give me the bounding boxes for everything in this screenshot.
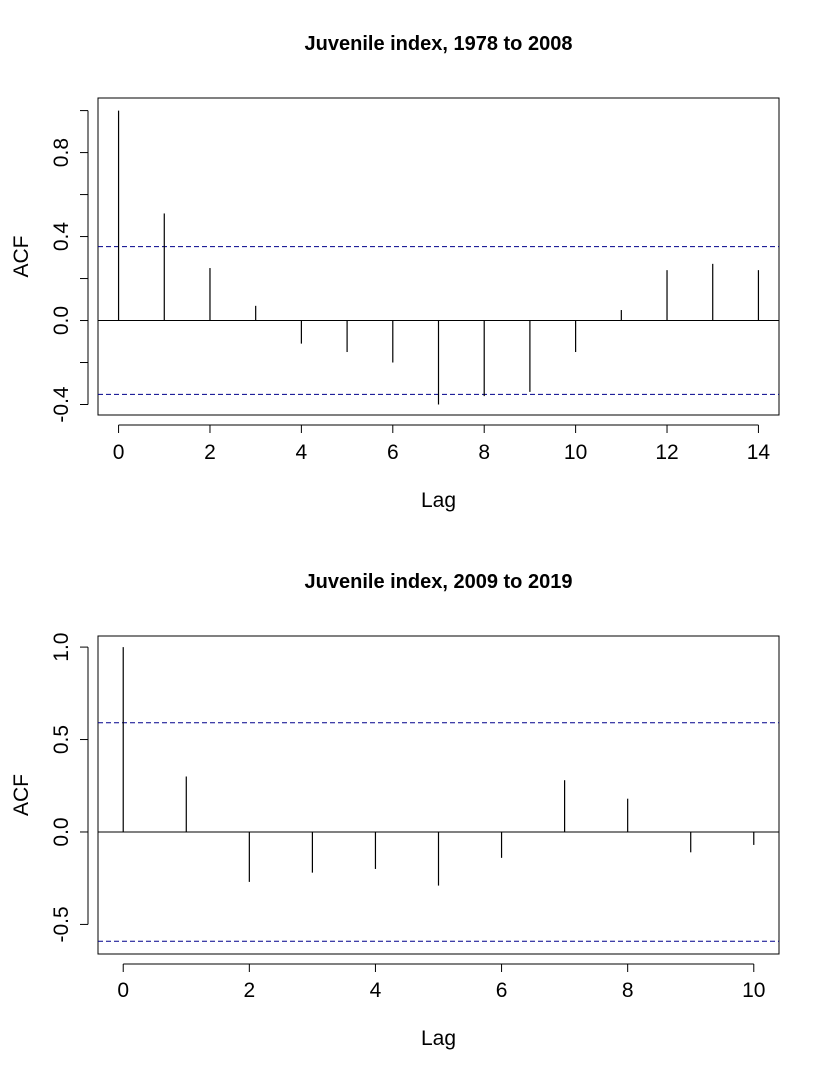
x-tick-label: 8 — [622, 979, 634, 1002]
x-tick-label: 2 — [243, 979, 255, 1002]
y-tick-label: -0.4 — [50, 386, 73, 423]
chart-title: Juvenile index, 2009 to 2019 — [305, 571, 573, 593]
x-tick-label: 0 — [113, 441, 125, 464]
y-tick-label: 0.5 — [50, 725, 73, 754]
x-tick-label: 4 — [296, 441, 308, 464]
y-tick-label: 0.4 — [50, 222, 73, 252]
x-tick-label: 10 — [742, 979, 765, 1002]
x-tick-label: 8 — [478, 441, 490, 464]
x-axis-label: Lag — [421, 489, 456, 512]
acf-panel-2009-2019: Juvenile index, 2009 to 2019 0 2 4 6 8 10 Lag -0… — [10, 571, 780, 1050]
y-tick-label: 0.8 — [50, 138, 73, 167]
x-tick-label: 6 — [496, 979, 508, 1002]
plot-frame — [97, 97, 780, 416]
acf-panel-1978-2008: Juvenile index, 1978 to 2008 0 2 4 6 8 10 12 14 L… — [10, 33, 780, 512]
x-tick-label: 2 — [204, 441, 216, 464]
y-tick-label: 0.0 — [50, 817, 73, 846]
x-tick-label: 14 — [747, 441, 771, 464]
chart-title: Juvenile index, 1978 to 2008 — [305, 33, 573, 55]
y-tick-label: 1.0 — [50, 632, 73, 661]
x-tick-label: 6 — [387, 441, 399, 464]
y-tick-label: -0.5 — [50, 906, 73, 942]
y-tick-label: 0.0 — [50, 306, 73, 335]
plot-frame — [97, 635, 780, 955]
y-axis-label: ACF — [10, 774, 33, 816]
x-tick-label: 10 — [564, 441, 587, 464]
x-tick-label: 12 — [655, 441, 678, 464]
x-axis-label: Lag — [421, 1027, 456, 1050]
x-tick-label: 0 — [117, 979, 129, 1002]
x-tick-label: 4 — [370, 979, 382, 1002]
y-axis-label: ACF — [10, 236, 33, 278]
